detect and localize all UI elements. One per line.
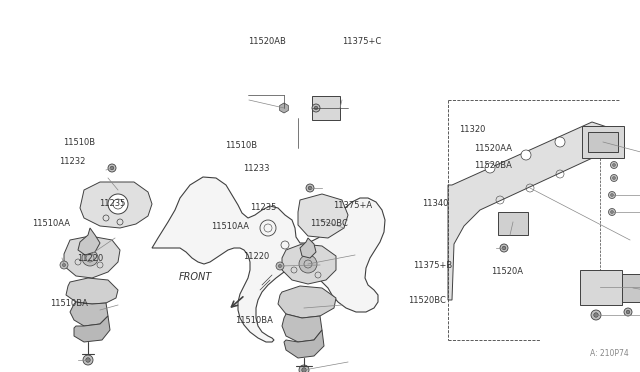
Circle shape — [276, 262, 284, 270]
Text: 11233: 11233 — [243, 164, 269, 173]
Circle shape — [521, 150, 531, 160]
Circle shape — [611, 174, 618, 182]
Circle shape — [108, 194, 128, 214]
Text: 11520AA: 11520AA — [474, 144, 511, 153]
Circle shape — [485, 163, 495, 173]
Polygon shape — [498, 212, 528, 235]
Polygon shape — [70, 302, 108, 326]
Circle shape — [611, 161, 618, 169]
Circle shape — [612, 164, 616, 166]
Polygon shape — [298, 194, 348, 238]
Circle shape — [278, 264, 282, 267]
Polygon shape — [312, 96, 340, 120]
Circle shape — [108, 164, 116, 172]
Circle shape — [83, 355, 93, 365]
Polygon shape — [80, 182, 152, 228]
Circle shape — [626, 310, 630, 314]
Circle shape — [609, 208, 616, 215]
Polygon shape — [152, 177, 385, 342]
Circle shape — [110, 166, 114, 170]
Text: 11510B: 11510B — [225, 141, 257, 150]
Text: FRONT: FRONT — [179, 272, 212, 282]
Text: 11340: 11340 — [422, 199, 449, 208]
Text: 11235: 11235 — [99, 199, 125, 208]
Text: 11520BC: 11520BC — [408, 296, 446, 305]
Polygon shape — [66, 278, 118, 304]
Text: 11220: 11220 — [77, 254, 103, 263]
Circle shape — [609, 192, 616, 199]
Text: 11510BA: 11510BA — [50, 299, 88, 308]
Circle shape — [299, 365, 309, 372]
Polygon shape — [284, 330, 324, 358]
Polygon shape — [282, 314, 322, 342]
Circle shape — [502, 246, 506, 250]
Circle shape — [612, 177, 616, 179]
Polygon shape — [74, 316, 110, 342]
Text: 11375+A: 11375+A — [333, 201, 372, 210]
Text: 11510B: 11510B — [63, 138, 95, 147]
Polygon shape — [448, 122, 616, 300]
Polygon shape — [582, 126, 624, 158]
Polygon shape — [300, 238, 316, 258]
Text: 11520A: 11520A — [492, 267, 524, 276]
Circle shape — [299, 255, 317, 273]
Circle shape — [86, 358, 90, 362]
Circle shape — [624, 308, 632, 316]
Circle shape — [306, 184, 314, 192]
Text: A: 210P74: A: 210P74 — [590, 350, 628, 359]
Text: 11510AA: 11510AA — [32, 219, 70, 228]
Text: 11520AB: 11520AB — [248, 37, 286, 46]
Polygon shape — [64, 236, 120, 278]
Circle shape — [308, 186, 312, 190]
Text: 11375+B: 11375+B — [413, 262, 452, 270]
Polygon shape — [622, 274, 640, 302]
Circle shape — [611, 193, 613, 196]
Polygon shape — [78, 228, 100, 255]
Polygon shape — [282, 244, 336, 284]
Circle shape — [611, 211, 613, 214]
Text: 11510AA: 11510AA — [211, 222, 249, 231]
Text: 11520BC: 11520BC — [310, 219, 348, 228]
Circle shape — [82, 250, 98, 266]
Polygon shape — [278, 286, 336, 318]
Circle shape — [500, 244, 508, 252]
Circle shape — [63, 263, 66, 267]
Text: 11375+C: 11375+C — [342, 37, 381, 46]
Circle shape — [301, 368, 307, 372]
Polygon shape — [280, 103, 289, 113]
Text: 11520BA: 11520BA — [474, 161, 511, 170]
Text: 11235: 11235 — [250, 203, 276, 212]
Text: 11510BA: 11510BA — [236, 316, 273, 325]
Polygon shape — [588, 132, 618, 152]
Circle shape — [314, 106, 318, 110]
Text: 11220: 11220 — [243, 252, 269, 261]
Circle shape — [60, 261, 68, 269]
Circle shape — [594, 313, 598, 317]
Circle shape — [312, 104, 320, 112]
Polygon shape — [580, 270, 622, 305]
Text: 11232: 11232 — [60, 157, 86, 166]
Circle shape — [555, 137, 565, 147]
Circle shape — [591, 310, 601, 320]
Text: 11320: 11320 — [460, 125, 486, 134]
Circle shape — [587, 127, 597, 137]
